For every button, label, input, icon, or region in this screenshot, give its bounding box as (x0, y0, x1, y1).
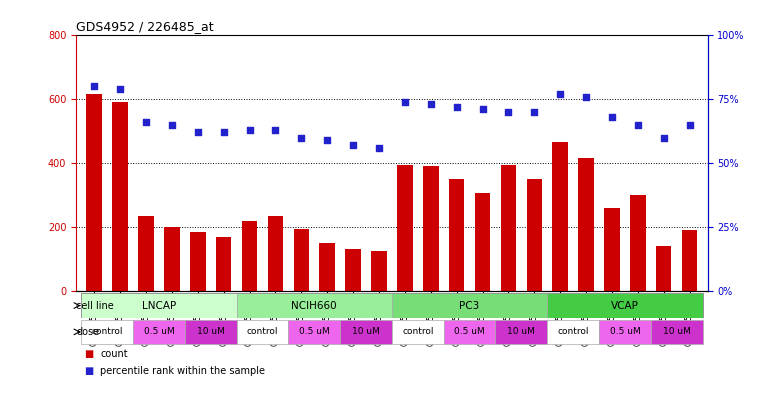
Bar (392, 320, 444, 344)
Bar (87, 94, 102, 291)
Text: 10 uM: 10 uM (663, 327, 690, 336)
Bar (475, 193, 490, 291)
Bar (578, 158, 594, 291)
Bar (651, 320, 702, 344)
Point (269, 127, 282, 133)
Text: control: control (402, 327, 434, 336)
Point (606, 114, 618, 120)
Bar (216, 237, 231, 291)
Bar (449, 179, 464, 291)
Point (683, 121, 696, 128)
Bar (139, 216, 154, 291)
Bar (81, 320, 133, 344)
Bar (495, 320, 547, 344)
Bar (527, 179, 542, 291)
Text: percentile rank within the sample: percentile rank within the sample (100, 366, 266, 376)
Point (114, 86, 126, 92)
Point (192, 129, 204, 136)
Point (347, 142, 359, 148)
Point (451, 104, 463, 110)
Point (425, 101, 437, 107)
Bar (423, 166, 438, 291)
Text: NCIH660: NCIH660 (291, 301, 337, 310)
Text: 0.5 uM: 0.5 uM (299, 327, 330, 336)
Point (502, 109, 514, 115)
Bar (242, 220, 257, 291)
Point (399, 99, 411, 105)
Bar (656, 246, 671, 291)
Point (166, 121, 178, 128)
Text: 10 uM: 10 uM (352, 327, 380, 336)
Bar (113, 103, 128, 291)
Bar (164, 227, 180, 291)
Bar (237, 293, 392, 318)
Text: ■: ■ (84, 349, 93, 360)
Bar (288, 320, 340, 344)
Bar (501, 165, 516, 291)
Point (295, 134, 307, 141)
Text: control: control (557, 327, 589, 336)
Bar (320, 243, 335, 291)
Bar (599, 320, 651, 344)
Point (476, 106, 489, 112)
Text: 10 uM: 10 uM (508, 327, 535, 336)
Bar (682, 230, 697, 291)
Bar (547, 293, 702, 318)
Text: VCAP: VCAP (611, 301, 638, 310)
Bar (552, 142, 568, 291)
Bar (630, 195, 645, 291)
Point (321, 137, 333, 143)
Text: cell line: cell line (76, 301, 114, 310)
Text: count: count (100, 349, 128, 360)
Bar (371, 251, 387, 291)
Point (554, 91, 566, 97)
Point (373, 145, 385, 151)
Text: PC3: PC3 (460, 301, 479, 310)
Bar (237, 320, 288, 344)
Point (580, 94, 592, 100)
Point (528, 109, 540, 115)
Text: ■: ■ (84, 366, 93, 376)
Bar (397, 165, 412, 291)
Bar (190, 232, 205, 291)
Text: 0.5 uM: 0.5 uM (610, 327, 640, 336)
Bar (340, 320, 392, 344)
Point (658, 134, 670, 141)
Bar (345, 249, 361, 291)
Point (140, 119, 152, 125)
Bar (294, 229, 309, 291)
Bar (133, 320, 185, 344)
Text: 0.5 uM: 0.5 uM (454, 327, 485, 336)
Bar (444, 320, 495, 344)
Text: LNCAP: LNCAP (142, 301, 176, 310)
Point (632, 121, 644, 128)
Bar (547, 320, 599, 344)
Bar (268, 216, 283, 291)
Point (218, 129, 230, 136)
Text: control: control (247, 327, 279, 336)
Bar (392, 293, 547, 318)
Text: dose: dose (76, 327, 100, 337)
Text: 10 uM: 10 uM (197, 327, 224, 336)
Text: 0.5 uM: 0.5 uM (144, 327, 174, 336)
Point (88, 83, 100, 90)
Text: GDS4952 / 226485_at: GDS4952 / 226485_at (76, 20, 214, 33)
Bar (604, 208, 619, 291)
Bar (81, 293, 237, 318)
Point (244, 127, 256, 133)
Text: control: control (91, 327, 123, 336)
Bar (185, 320, 237, 344)
